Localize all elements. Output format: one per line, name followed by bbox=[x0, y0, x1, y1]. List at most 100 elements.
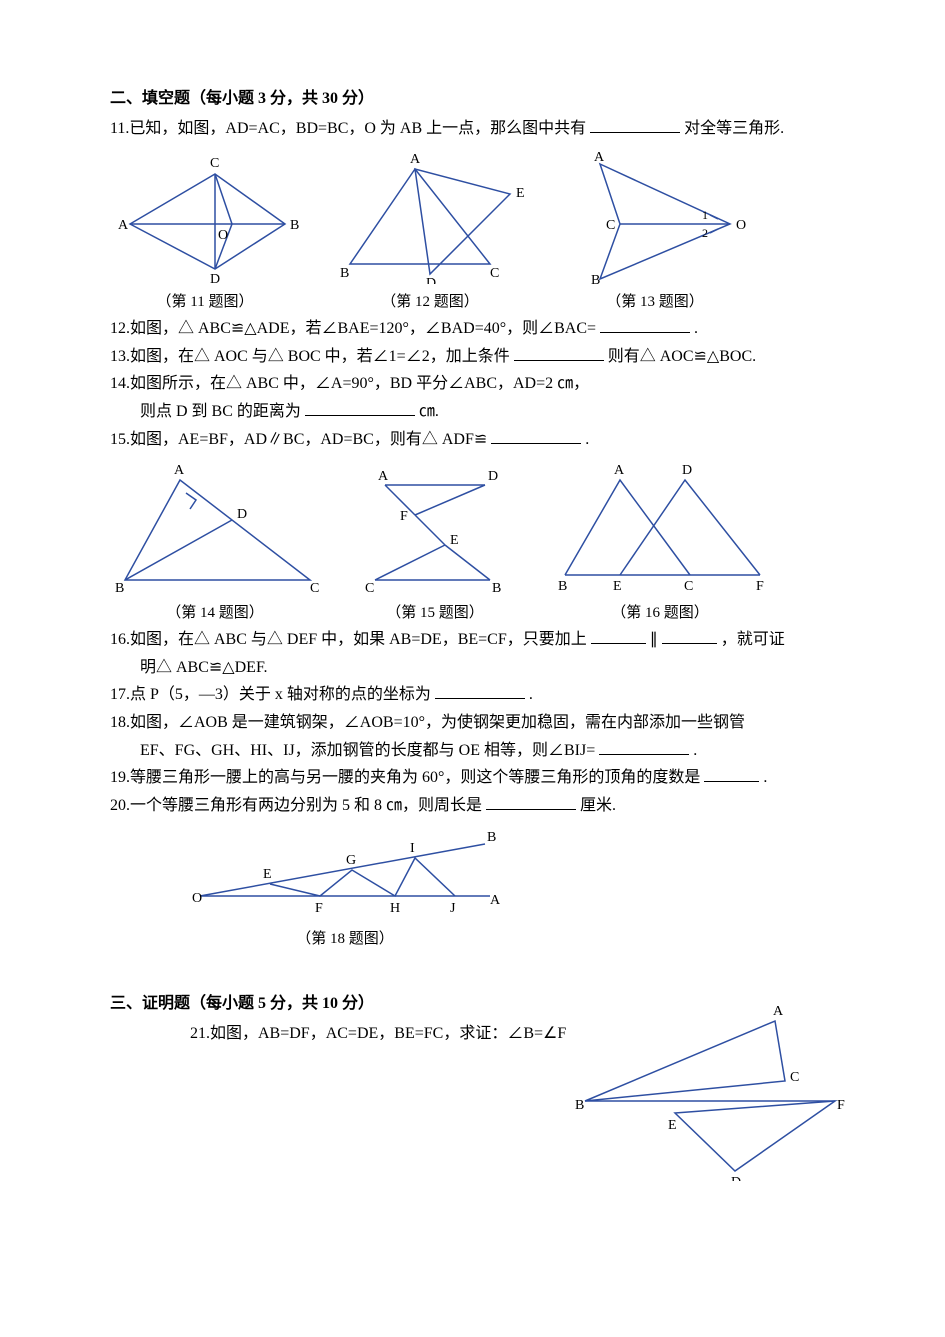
fig18-svg: O B A E G I F H J bbox=[190, 826, 500, 921]
q16-blank1 bbox=[591, 627, 646, 644]
q12-blank bbox=[600, 316, 690, 333]
lbl-1: 1 bbox=[702, 208, 708, 222]
lbl-D15: D bbox=[488, 469, 498, 484]
fig13-label: （第 13 题图） bbox=[606, 290, 704, 314]
lbl-C21: C bbox=[790, 1070, 799, 1085]
fig21-svg: A B C D E F bbox=[575, 1001, 845, 1181]
lbl-D14: D bbox=[237, 507, 247, 522]
q15: 15.如图，AE=BF，AD∥BC，AD=BC，则有△ ADF≌ . bbox=[110, 427, 835, 453]
q17-text: 17.点 P（5，—3）关于 x 轴对称的点的坐标为 bbox=[110, 686, 431, 703]
lbl-B14: B bbox=[115, 581, 124, 595]
lbl-C15: C bbox=[365, 581, 374, 595]
lbl-O18: O bbox=[192, 891, 202, 906]
lbl-G18: G bbox=[346, 853, 356, 868]
q16a: 16.如图，在△ ABC 与△ DEF 中，如果 AB=DE，BE=CF，只要加… bbox=[110, 631, 587, 648]
lbl-D12: D bbox=[426, 276, 436, 284]
q17-tail: . bbox=[529, 686, 533, 703]
q16b: ，就可证 bbox=[721, 631, 785, 648]
fig11-oc bbox=[215, 174, 232, 224]
q15-blank bbox=[491, 427, 581, 444]
fig16: A D B E C F （第 16 题图） bbox=[550, 460, 770, 625]
lbl-A13: A bbox=[594, 150, 605, 165]
tick1 bbox=[710, 215, 718, 219]
figrow-11-12-13: A B C D O （第 11 题图） A B C D E （第 12 题图） bbox=[110, 149, 835, 314]
lbl-A21: A bbox=[773, 1004, 784, 1019]
fig12-ade bbox=[415, 169, 510, 274]
lbl-H18: H bbox=[390, 901, 400, 916]
fig21-def bbox=[675, 1101, 835, 1171]
fig15-fe bbox=[415, 515, 445, 545]
fig13-svg: A B C O 1 2 bbox=[560, 149, 750, 284]
q16-blank2 bbox=[662, 627, 717, 644]
fig15-df bbox=[415, 485, 485, 515]
lbl-C13: C bbox=[606, 218, 615, 233]
lbl-B16: B bbox=[558, 579, 567, 594]
q17: 17.点 P（5，—3）关于 x 轴对称的点的坐标为 . bbox=[110, 682, 835, 708]
lbl-F15: F bbox=[400, 509, 408, 524]
q20-blank bbox=[486, 793, 576, 810]
lbl-C12: C bbox=[490, 266, 499, 281]
q18-blank bbox=[599, 738, 689, 755]
fig14: A B C D （第 14 题图） bbox=[110, 460, 320, 625]
section2-header: 二、填空题（每小题 3 分，共 30 分） bbox=[110, 86, 835, 112]
q19-text: 19.等腰三角形一腰上的高与另一腰的夹角为 60°，则这个等腰三角形的顶角的度数… bbox=[110, 769, 700, 786]
lbl-E18: E bbox=[263, 867, 272, 882]
lbl-E21: E bbox=[668, 1118, 677, 1133]
lbl-B18: B bbox=[487, 830, 496, 845]
lbl-D: D bbox=[210, 272, 220, 284]
q12-tail: . bbox=[694, 320, 698, 337]
q13b: 则有△ AOC≌△BOC. bbox=[608, 348, 756, 365]
lbl-F21: F bbox=[837, 1098, 845, 1113]
fig18-wrap: O B A E G I F H J （第 18 题图） bbox=[190, 826, 835, 951]
q11-text: 11.已知，如图，AD=AC，BD=BC，O 为 AB 上一点，那么图中共有 bbox=[110, 120, 586, 137]
section3: 三、证明题（每小题 5 分，共 10 分） 21.如图，AB=DF，AC=DE，… bbox=[110, 991, 835, 1046]
fig15-label: （第 15 题图） bbox=[386, 601, 484, 625]
lbl-A14: A bbox=[174, 463, 185, 478]
page: 二、填空题（每小题 3 分，共 30 分） 11.已知，如图，AD=AC，BD=… bbox=[0, 0, 945, 1337]
fig12-svg: A B C D E bbox=[330, 149, 530, 284]
lbl-A: A bbox=[118, 218, 129, 233]
lbl-C16: C bbox=[684, 579, 693, 594]
fig11: A B C D O （第 11 题图） bbox=[110, 149, 300, 314]
q18b-line: EF、FG、GH、HI、IJ，添加钢管的长度都与 OE 相等，则∠BIJ= . bbox=[110, 738, 835, 764]
fig21: A B C D E F bbox=[575, 1001, 845, 1181]
lbl-A18: A bbox=[490, 893, 500, 908]
q11-tail: 对全等三角形. bbox=[684, 120, 784, 137]
q20: 20.一个等腰三角形有两边分别为 5 和 8 ㎝，则周长是 厘米. bbox=[110, 793, 835, 819]
q18b: EF、FG、GH、HI、IJ，添加钢管的长度都与 OE 相等，则∠BIJ= bbox=[140, 742, 595, 759]
q13-blank bbox=[514, 344, 604, 361]
figrow-14-15-16: A B C D （第 14 题图） A D F E C B bbox=[110, 460, 835, 625]
q11: 11.已知，如图，AD=AC，BD=BC，O 为 AB 上一点，那么图中共有 对… bbox=[110, 116, 835, 142]
q13: 13.如图，在△ AOC 与△ BOC 中，若∠1=∠2，加上条件 则有△ AO… bbox=[110, 344, 835, 370]
lbl-B21: B bbox=[575, 1098, 584, 1113]
q14a: 14.如图所示，在△ ABC 中，∠A=90°，BD 平分∠ABC，AD=2 ㎝… bbox=[110, 371, 835, 397]
fig18-zig bbox=[270, 858, 455, 896]
lbl-D16: D bbox=[682, 463, 692, 478]
lbl-E15: E bbox=[450, 533, 459, 548]
q19: 19.等腰三角形一腰上的高与另一腰的夹角为 60°，则这个等腰三角形的顶角的度数… bbox=[110, 765, 835, 791]
fig15: A D F E C B （第 15 题图） bbox=[350, 460, 520, 625]
q15-tail: . bbox=[585, 431, 589, 448]
lbl-A12: A bbox=[410, 152, 421, 167]
q14-unit: ㎝. bbox=[419, 403, 439, 420]
lbl-B: B bbox=[290, 218, 299, 233]
lbl-2: 2 bbox=[702, 226, 708, 240]
fig11-label: （第 11 题图） bbox=[157, 290, 254, 314]
lbl-D21: D bbox=[731, 1175, 741, 1181]
lbl-E12: E bbox=[516, 186, 525, 201]
lbl-F16: F bbox=[756, 579, 764, 594]
fig12-label: （第 12 题图） bbox=[381, 290, 479, 314]
lbl-O13: O bbox=[736, 218, 746, 233]
fig16-svg: A D B E C F bbox=[550, 460, 770, 595]
q20-text: 20.一个等腰三角形有两边分别为 5 和 8 ㎝，则周长是 bbox=[110, 797, 482, 814]
lbl-C14: C bbox=[310, 581, 319, 595]
q19-blank bbox=[704, 765, 759, 782]
fig18-ob bbox=[200, 844, 485, 896]
fig16-tri2 bbox=[620, 480, 760, 575]
fig11-quad bbox=[130, 174, 285, 269]
fig15-svg: A D F E C B bbox=[350, 460, 520, 595]
q16c: 明△ ABC≌△DEF. bbox=[110, 655, 835, 681]
fig14-svg: A B C D bbox=[110, 460, 320, 595]
lbl-O: O bbox=[218, 228, 228, 243]
fig13: A B C O 1 2 （第 13 题图） bbox=[560, 149, 750, 314]
